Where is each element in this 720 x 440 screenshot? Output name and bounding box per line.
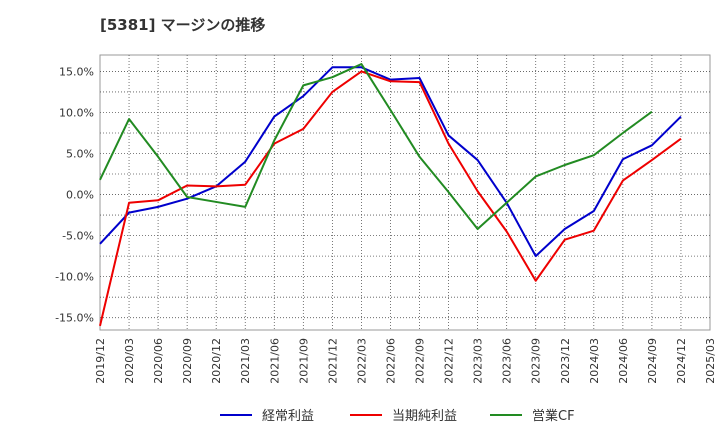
x-tick-label: 2022/09 [414,338,427,384]
chart-title: [5381] マージンの推移 [100,16,266,34]
series-line-当期純利益 [99,70,682,327]
x-tick-label: 2022/06 [384,338,397,384]
series-line-経常利益 [99,66,682,258]
x-tick-label: 2020/09 [181,338,194,384]
y-tick-label: 0.0% [66,189,94,202]
y-tick-label: 15.0% [59,65,94,78]
x-tick-label: 2023/09 [530,338,543,384]
x-tick-label: 2022/12 [443,338,456,384]
x-tick-label: 2020/03 [123,338,136,384]
x-tick-label: 2022/03 [355,338,368,384]
y-tick-label: -15.0% [55,312,94,325]
legend-label: 経常利益 [262,409,314,424]
x-tick-label: 2025/03 [704,338,717,384]
x-tick-label: 2019/12 [94,338,107,384]
y-tick-label: -10.0% [55,271,94,284]
x-tick-label: 2021/09 [297,338,310,384]
legend-label: 営業CF [532,408,575,424]
x-tick-label: 2023/12 [559,338,572,384]
plot-area [99,54,711,331]
x-tick-label: 2021/06 [268,338,281,384]
x-tick-label: 2023/03 [472,338,485,384]
y-tick-label: 10.0% [59,106,94,119]
x-tick-label: 2020/06 [152,338,165,384]
x-tick-label: 2023/06 [501,338,514,384]
x-tick-label: 2024/09 [646,338,659,384]
x-tick-label: 2024/06 [617,338,630,384]
x-tick-label: 2024/12 [675,338,688,384]
legend-label: 当期純利益 [392,409,457,424]
x-tick-label: 2024/03 [588,338,601,384]
y-tick-label: -5.0% [62,230,94,243]
series-line-営業CF [99,63,653,231]
x-tick-label: 2021/12 [326,338,339,384]
x-tick-label: 2020/12 [210,338,223,384]
x-tick-label: 2021/03 [239,338,252,384]
y-tick-label: 5.0% [66,148,94,161]
